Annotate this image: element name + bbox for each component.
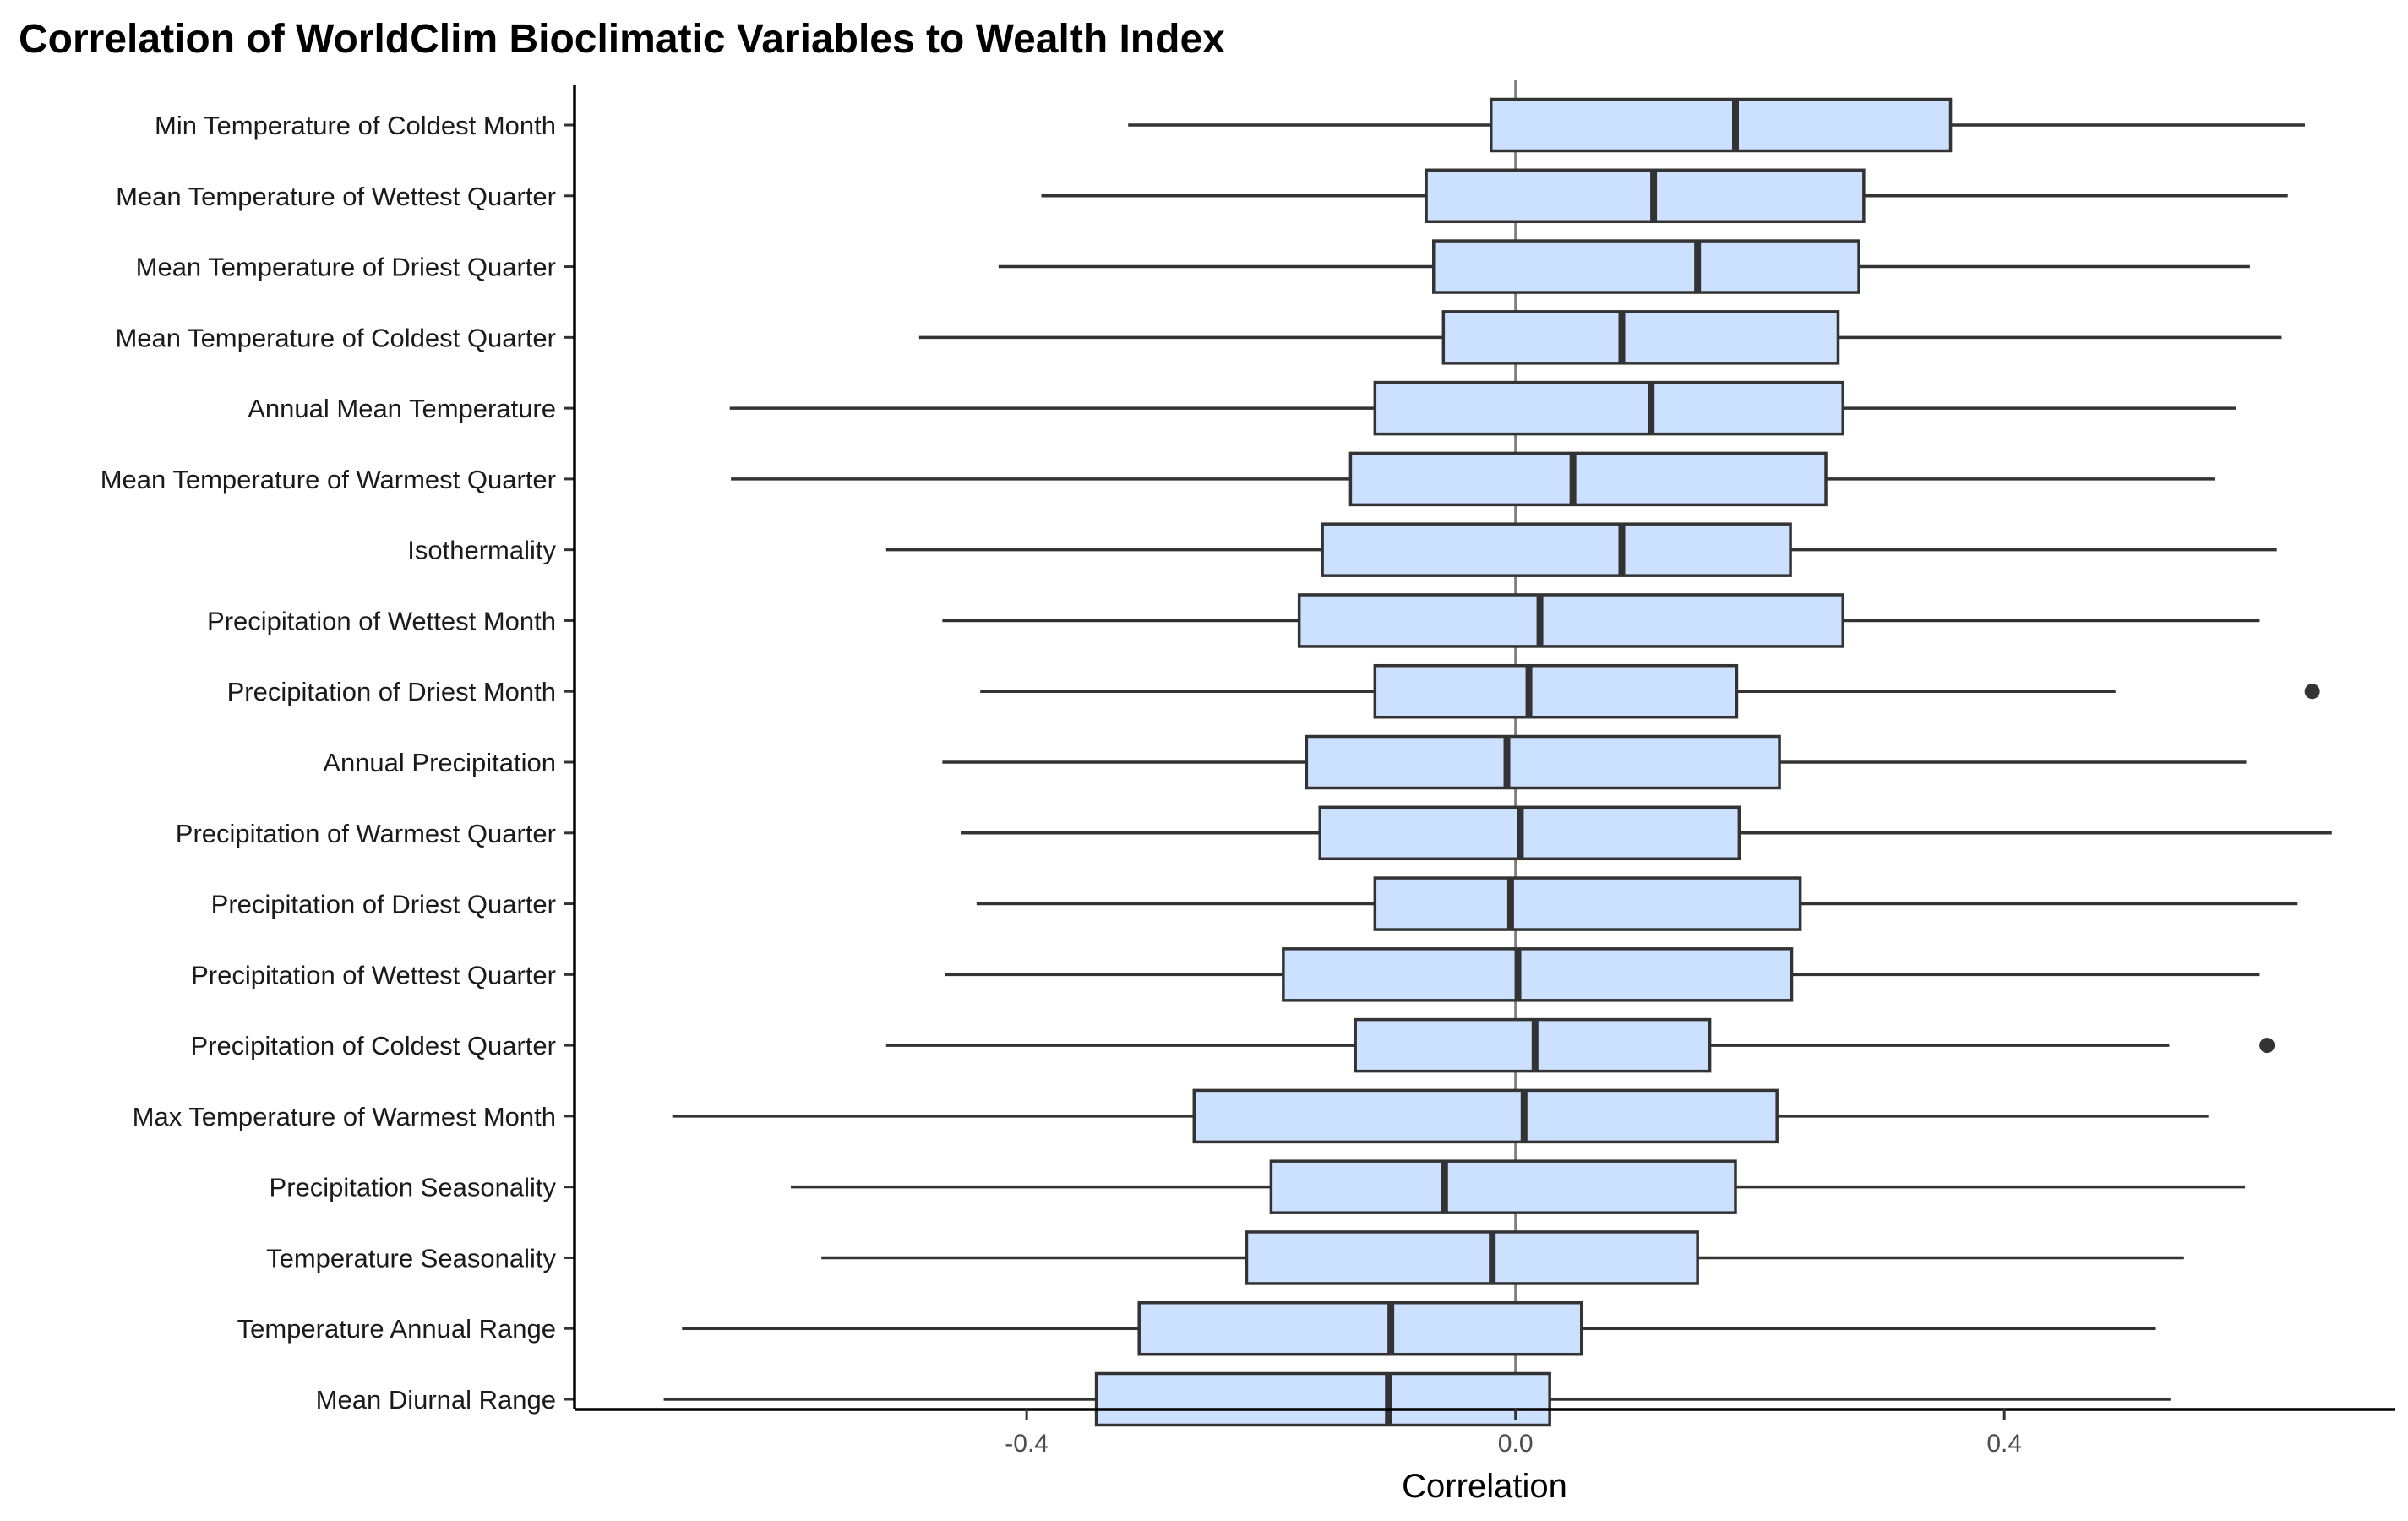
box-14: [885, 1017, 2275, 1073]
box-4: [918, 310, 2282, 365]
box-17: [821, 1230, 2184, 1285]
y-tick-label: Precipitation Seasonality: [270, 1173, 557, 1202]
box-iqr: [1094, 1371, 1551, 1427]
box-16: [790, 1159, 2246, 1214]
y-tick-label: Precipitation of Wettest Quarter: [191, 960, 556, 989]
box-5: [729, 380, 2236, 436]
box-12: [976, 876, 2298, 931]
x-tick-label: 0.0: [1498, 1430, 1534, 1458]
y-tick-label: Precipitation of Coldest Quarter: [191, 1031, 557, 1060]
box-iqr: [1282, 947, 1794, 1002]
box-10: [942, 734, 2247, 790]
y-tick-label: Mean Temperature of Wettest Quarter: [116, 182, 556, 211]
y-tick-label: Annual Precipitation: [323, 748, 556, 777]
box-iqr: [1348, 451, 1828, 507]
box-6: [731, 451, 2215, 507]
x-axis-title: Correlation: [1402, 1468, 1567, 1505]
box-iqr: [1137, 1300, 1583, 1356]
box-19: [663, 1371, 2171, 1427]
box-iqr: [1269, 1159, 1737, 1214]
box-18: [682, 1300, 2156, 1356]
outlier-point: [2304, 684, 2320, 700]
box-iqr: [1489, 97, 1953, 153]
y-tick-label: Max Temperature of Warmest Month: [133, 1102, 556, 1131]
box-iqr: [1373, 380, 1845, 436]
y-tick-label: Mean Temperature of Warmest Quarter: [101, 465, 556, 494]
box-iqr: [1305, 734, 1781, 790]
y-axis: Min Temperature of Coldest Month Mean Tem…: [101, 84, 576, 1415]
y-tick-label: Annual Mean Temperature: [248, 394, 556, 423]
box-iqr: [1432, 239, 1860, 294]
box-3: [998, 239, 2250, 294]
box-iqr: [1245, 1230, 1699, 1285]
y-tick-label: Mean Diurnal Range: [316, 1385, 556, 1415]
y-tick-label: Precipitation of Driest Quarter: [211, 890, 556, 919]
box-iqr: [1297, 593, 1845, 648]
box-7: [885, 522, 2277, 577]
plot-area: [663, 80, 2332, 1427]
y-tick-label: Mean Temperature of Driest Quarter: [136, 253, 556, 282]
box-iqr: [1318, 805, 1741, 861]
outlier-point: [2259, 1038, 2275, 1054]
y-tick-label: Temperature Seasonality: [266, 1243, 556, 1273]
y-tick-label: Precipitation of Warmest Quarter: [176, 819, 556, 848]
box-iqr: [1321, 522, 1792, 577]
box-2: [1041, 168, 2288, 224]
box-iqr: [1192, 1088, 1779, 1144]
y-tick-label: Precipitation of Driest Month: [227, 677, 556, 706]
box-8: [942, 593, 2260, 648]
box-iqr: [1373, 876, 1802, 931]
box-15: [672, 1088, 2209, 1144]
x-tick-label: -0.4: [1005, 1430, 1049, 1458]
y-tick-label: Temperature Annual Range: [237, 1314, 556, 1344]
x-tick-label: 0.4: [1986, 1430, 2022, 1458]
box-iqr: [1373, 663, 1739, 719]
y-tick-label: Min Temperature of Coldest Month: [155, 111, 556, 140]
box-11: [961, 805, 2332, 861]
y-tick-label: Isothermality: [407, 536, 556, 565]
box-13: [945, 947, 2260, 1002]
x-axis: -0.4 0.0 0.4: [575, 1408, 2395, 1458]
box-1: [1128, 97, 2305, 153]
chart-title: Correlation of WorldClim Bioclimatic Var…: [19, 17, 1225, 62]
box-iqr: [1441, 310, 1840, 365]
y-tick-label: Mean Temperature of Coldest Quarter: [115, 323, 556, 352]
box-9: [980, 663, 2320, 719]
box-iqr: [1425, 168, 1866, 224]
y-tick-label: Precipitation of Wettest Month: [207, 606, 556, 635]
